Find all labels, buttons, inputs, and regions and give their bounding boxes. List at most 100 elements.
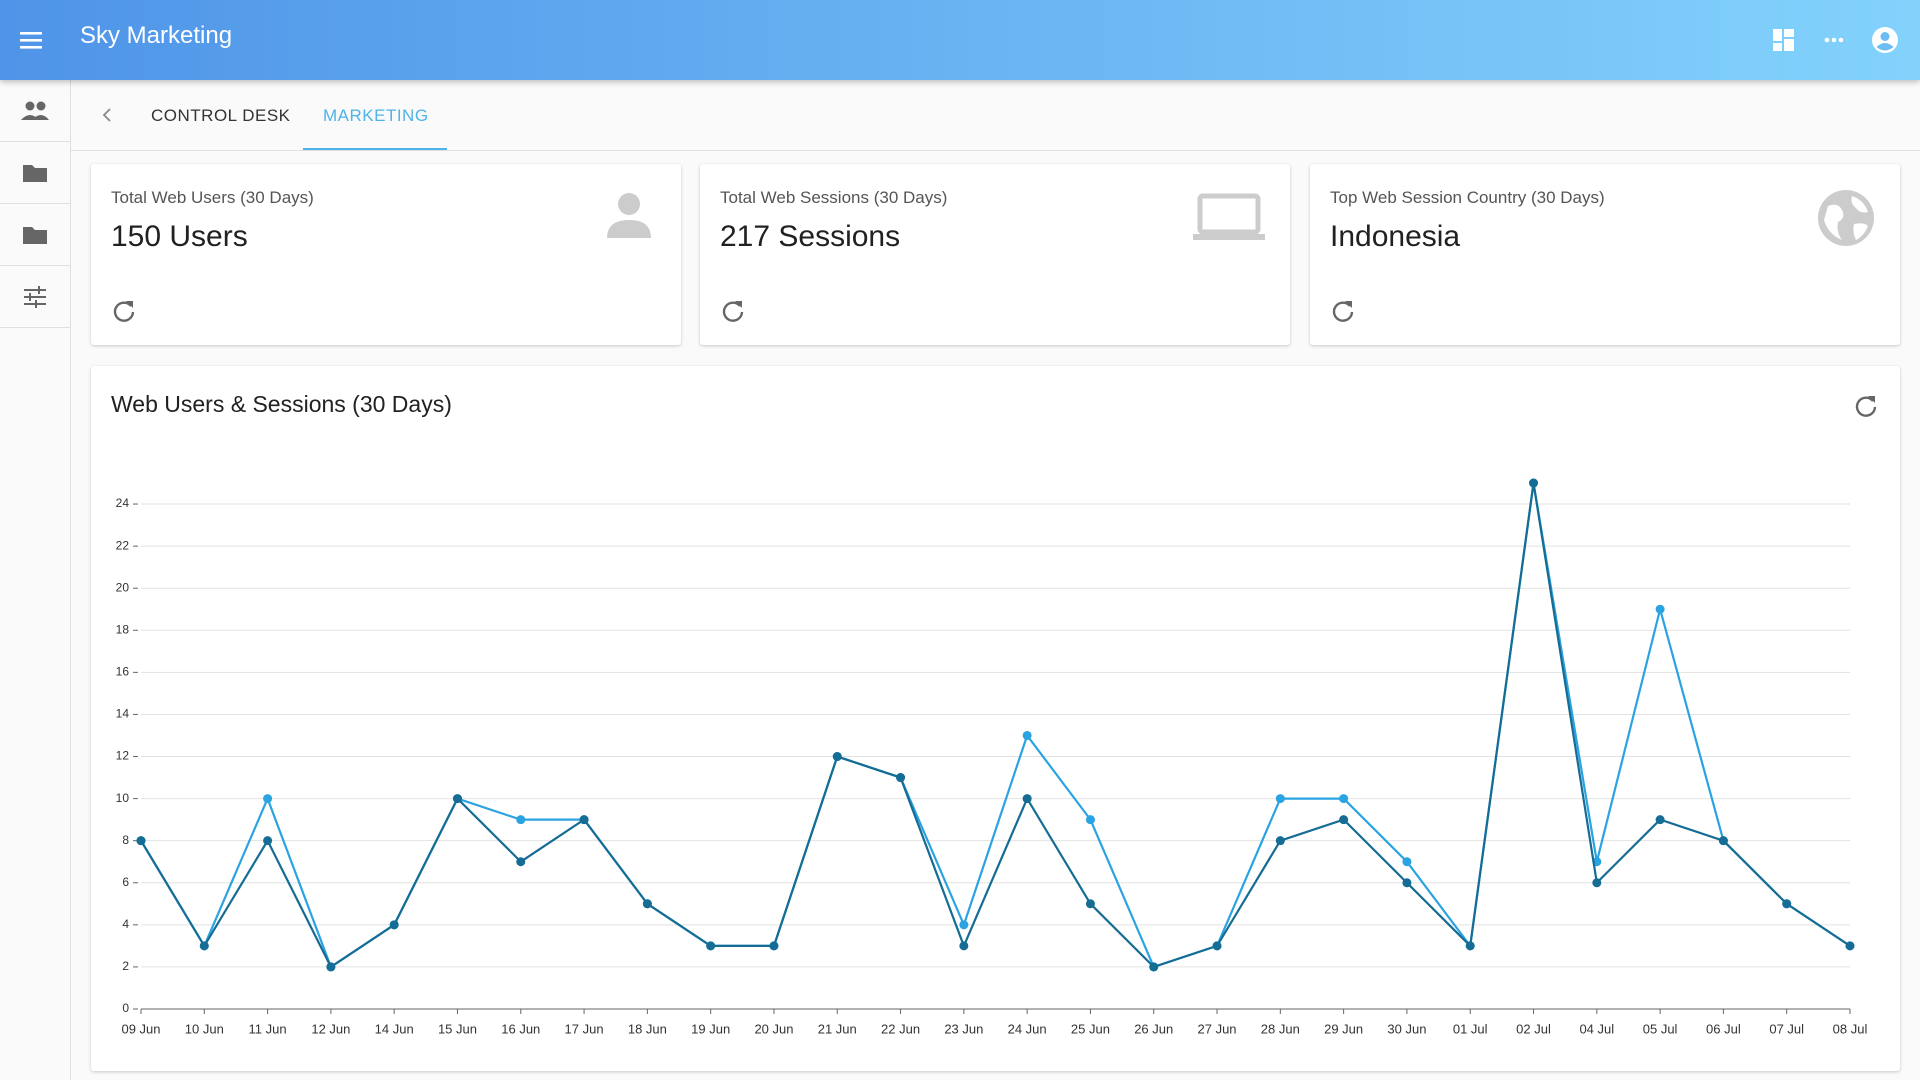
menu-button[interactable] [18,28,44,52]
data-point [1655,815,1665,825]
data-point [1845,941,1855,951]
series-line [140,482,1851,969]
card-label: Total Web Users (30 Days) [111,188,314,207]
y-tick-label: 14 [116,707,130,721]
chart-card: Web Users & Sessions (30 Days) 0 2 4 6 8 10 12… [91,366,1900,1071]
data-point [1718,836,1728,846]
x-tick-label: 20 Jun [754,1021,793,1036]
data-point [263,836,273,846]
x-tick-label: 28 Jun [1261,1021,1300,1036]
x-tick-label: 19 Jun [691,1021,730,1036]
app-bar: Sky Marketing [0,0,1920,80]
y-tick-label: 6 [122,875,129,889]
tab-indicator [303,148,447,150]
stat-card: Total Web Users (30 Days) 150 Users [91,164,681,345]
x-tick-label: 23 Jun [944,1021,983,1036]
refresh-button[interactable] [720,298,746,324]
laptop-icon [1193,193,1265,240]
tab[interactable]: MARKETING [323,106,429,125]
y-tick-label: 22 [116,538,130,552]
stat-card: Top Web Session Country (30 Days) Indone… [1310,164,1900,345]
series-line [140,482,1851,969]
data-point [642,899,652,909]
stat-card: Total Web Sessions (30 Days) 217 Session… [700,164,1290,345]
y-tick-label: 4 [122,917,129,931]
card-label: Total Web Sessions (30 Days) [720,188,948,207]
tab-bar: CONTROL DESK MARKETING [71,80,1920,151]
x-tick-label: 30 Jun [1387,1021,1426,1036]
data-point [1275,836,1285,846]
data-point [1085,815,1095,825]
folder-nav[interactable] [0,142,70,204]
x-tick-label: 18 Jun [628,1021,667,1036]
card-value: 150 Users [111,220,248,253]
account-button[interactable] [1871,26,1899,54]
x-tick-label: 02 Jul [1516,1021,1551,1036]
y-tick-label: 12 [116,749,130,763]
y-tick-label: 8 [122,833,129,847]
data-point [959,941,969,951]
x-tick-label: 04 Jul [1579,1021,1614,1036]
data-point [1529,478,1539,488]
data-point [896,773,906,783]
x-tick-label: 12 Jun [311,1021,350,1036]
data-point [136,836,146,846]
data-point [1085,899,1095,909]
refresh-button[interactable] [111,298,137,324]
x-tick-label: 16 Jun [501,1021,540,1036]
x-tick-label: 11 Jun [249,1021,287,1036]
data-point [1402,857,1412,867]
more-button[interactable] [1822,28,1846,52]
sidebar [0,80,71,1080]
data-point [769,941,779,951]
data-point [263,794,273,804]
chart-title: Web Users & Sessions (30 Days) [111,391,452,417]
y-tick-label: 2 [122,959,129,973]
data-point [1782,899,1792,909]
x-tick-label: 22 Jun [881,1021,920,1036]
data-point [1655,604,1665,614]
x-tick-label: 01 Jul [1453,1021,1488,1036]
x-tick-label: 07 Jul [1769,1021,1804,1036]
y-tick-label: 24 [116,496,130,510]
user-icon [607,193,651,238]
data-point [1339,794,1349,804]
refresh-button[interactable] [1330,298,1356,324]
x-tick-label: 17 Jun [565,1021,604,1036]
y-tick-label: 10 [116,791,130,805]
chart: Web Users & Sessions (30 Days) 024681012… [111,391,1877,1036]
settings-nav[interactable] [0,266,70,328]
y-tick-label: 16 [116,665,130,679]
folder-nav[interactable] [0,204,70,266]
y-tick-label: 0 [122,1001,129,1015]
tab[interactable]: CONTROL DESK [151,106,291,125]
data-point [706,941,716,951]
x-tick-label: 21 Jun [818,1021,857,1036]
refresh-button[interactable] [1855,396,1877,417]
data-point [959,920,969,930]
data-point [1465,941,1475,951]
data-point [1022,730,1032,740]
y-tick-label: 18 [116,622,130,636]
x-tick-label: 09 Jun [121,1021,160,1036]
globe-icon [1818,190,1874,246]
x-tick-label: 06 Jul [1706,1021,1741,1036]
users-nav[interactable] [0,80,70,142]
y-tick-label: 20 [116,580,130,594]
data-point [516,857,526,867]
x-tick-label: 14 Jun [375,1021,414,1036]
data-point [579,815,589,825]
x-tick-label: 26 Jun [1134,1021,1173,1036]
data-point [516,815,526,825]
x-tick-label: 10 Jun [185,1021,224,1036]
data-point [1275,794,1285,804]
data-point [199,941,209,951]
data-point [832,752,842,762]
data-point [1339,815,1349,825]
dashboard-button[interactable] [1772,28,1796,52]
back-button[interactable] [99,106,115,124]
card-label: Top Web Session Country (30 Days) [1330,188,1605,207]
x-tick-label: 24 Jun [1008,1021,1047,1036]
data-point [389,920,399,930]
card-value: 217 Sessions [720,220,901,253]
